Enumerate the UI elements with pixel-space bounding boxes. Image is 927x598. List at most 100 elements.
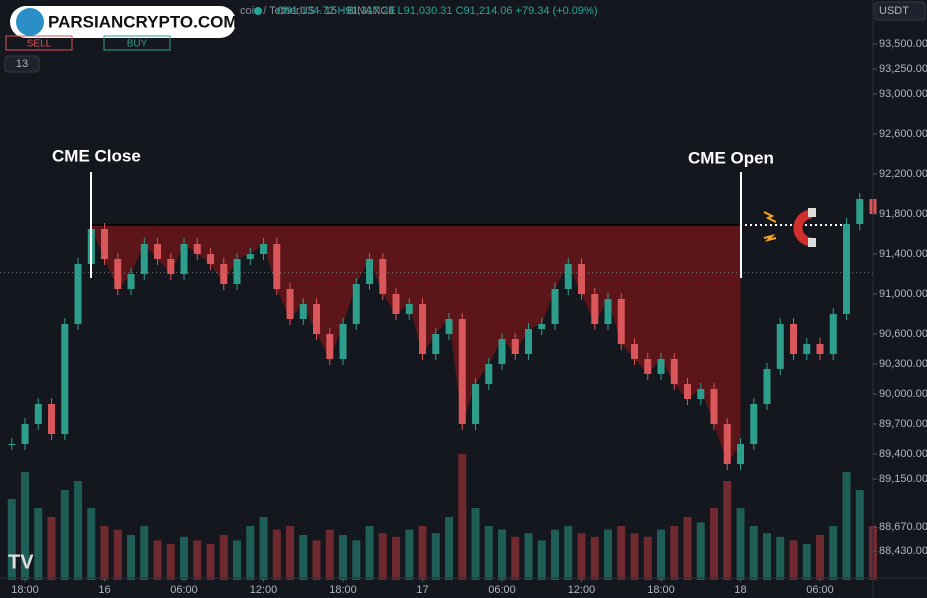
candle-body — [273, 244, 281, 289]
volume-bar — [816, 535, 825, 580]
x-tick-label: 06:00 — [170, 584, 198, 596]
logo-text: PARSIANCRYPTO.COM — [48, 12, 238, 31]
status-dot — [254, 7, 262, 15]
volume-bar — [551, 529, 560, 580]
volume-bar — [21, 472, 30, 580]
y-tick-label: 92,600.00 — [879, 128, 927, 140]
volume-bar — [87, 508, 96, 580]
candle-body — [737, 444, 745, 464]
volume-bar — [670, 526, 679, 580]
volume-bar — [272, 529, 281, 580]
candle-body — [21, 424, 29, 444]
candle-body — [591, 294, 599, 324]
candle-body — [498, 339, 506, 364]
volume-bar — [617, 526, 626, 580]
candle-body — [617, 299, 625, 344]
volume-bar — [855, 490, 864, 580]
y-tick-label: 90,300.00 — [879, 358, 927, 370]
y-tick-label: 90,600.00 — [879, 328, 927, 340]
plot — [0, 193, 877, 580]
currency[interactable]: USDT — [879, 5, 909, 17]
currency-select[interactable] — [874, 1, 926, 21]
volume-bar — [339, 535, 348, 580]
logo-badge — [10, 6, 236, 38]
candle-body — [207, 254, 215, 264]
candle-body — [710, 389, 718, 424]
candle-body — [114, 259, 122, 289]
buy-button[interactable] — [103, 35, 171, 51]
candle-body — [154, 244, 162, 259]
sell-button[interactable] — [5, 35, 73, 51]
volume-bar — [630, 533, 639, 580]
candle-body — [670, 359, 678, 384]
y-tick-label: 89,700.00 — [879, 418, 927, 430]
candle-body — [551, 289, 559, 324]
volume-bar — [431, 533, 440, 580]
candle-body — [313, 304, 321, 334]
x-tick-label: 18:00 — [647, 584, 675, 596]
candle-body — [723, 424, 731, 464]
annotation: CME Open — [688, 148, 774, 167]
volume-bar — [352, 540, 361, 580]
x-tick-label: 06:00 — [488, 584, 516, 596]
volume-bar — [537, 540, 546, 580]
candle-body — [750, 404, 758, 444]
candle-body — [856, 199, 864, 224]
candle-body — [193, 244, 201, 254]
volume-bar — [286, 526, 295, 580]
y-tick-label: 89,150.00 — [879, 473, 927, 485]
volume-bar — [153, 540, 162, 580]
candle-body — [127, 274, 135, 289]
buy-label[interactable]: BUY — [127, 39, 148, 50]
volume-bar — [776, 536, 785, 580]
volume-bar — [524, 533, 533, 580]
candle-body — [34, 404, 42, 424]
candle-body — [352, 284, 360, 324]
collapse-button[interactable] — [4, 55, 40, 73]
y-tick-label: 91,000.00 — [879, 288, 927, 300]
tv-logo: TV — [8, 551, 34, 573]
volume-bar — [763, 533, 772, 580]
candle-body — [8, 444, 16, 445]
x-tick-label: 06:00 — [806, 584, 834, 596]
sell-label[interactable]: SELL — [27, 39, 52, 50]
volume-bar — [180, 536, 189, 580]
volume-bar — [723, 481, 732, 580]
annotation: CME Close — [52, 146, 141, 165]
x-tick-label: 17 — [416, 584, 428, 596]
candle-body — [299, 304, 307, 319]
volume-bar — [166, 544, 175, 580]
volume-bar — [829, 526, 838, 580]
candle-body — [405, 304, 413, 314]
x-tick-label: 16 — [98, 584, 110, 596]
candle-body — [829, 314, 837, 354]
ohlc: O91,134.72 H91,317.24 L91,030.31 C91,214… — [277, 5, 597, 17]
x-tick-label: 18:00 — [11, 584, 39, 596]
volume-bar — [471, 508, 480, 580]
volume-bar — [657, 529, 666, 580]
volume-bar — [140, 526, 149, 580]
x-tick-label: 12:00 — [250, 584, 278, 596]
candle-body — [379, 259, 387, 294]
volume-bar — [233, 540, 242, 580]
candle-body — [445, 319, 453, 334]
volume-bar — [604, 529, 613, 580]
y-tick-label: 89,400.00 — [879, 448, 927, 460]
interval-count[interactable]: 13 — [16, 58, 28, 70]
magnet-icon — [763, 208, 816, 247]
candle-body — [220, 264, 228, 284]
volume-bar — [683, 517, 692, 580]
candle-body — [604, 299, 612, 324]
volume-bar — [74, 481, 83, 580]
volume-bar — [418, 526, 427, 580]
volume-bar — [484, 526, 493, 580]
volume-bar — [789, 540, 798, 580]
candle-body — [578, 264, 586, 294]
candle-body — [458, 319, 466, 424]
volume-bar — [405, 529, 414, 580]
volume-bar — [312, 540, 321, 580]
volume-bar — [60, 490, 69, 580]
candle-body — [180, 244, 188, 274]
candle-body — [644, 359, 652, 374]
